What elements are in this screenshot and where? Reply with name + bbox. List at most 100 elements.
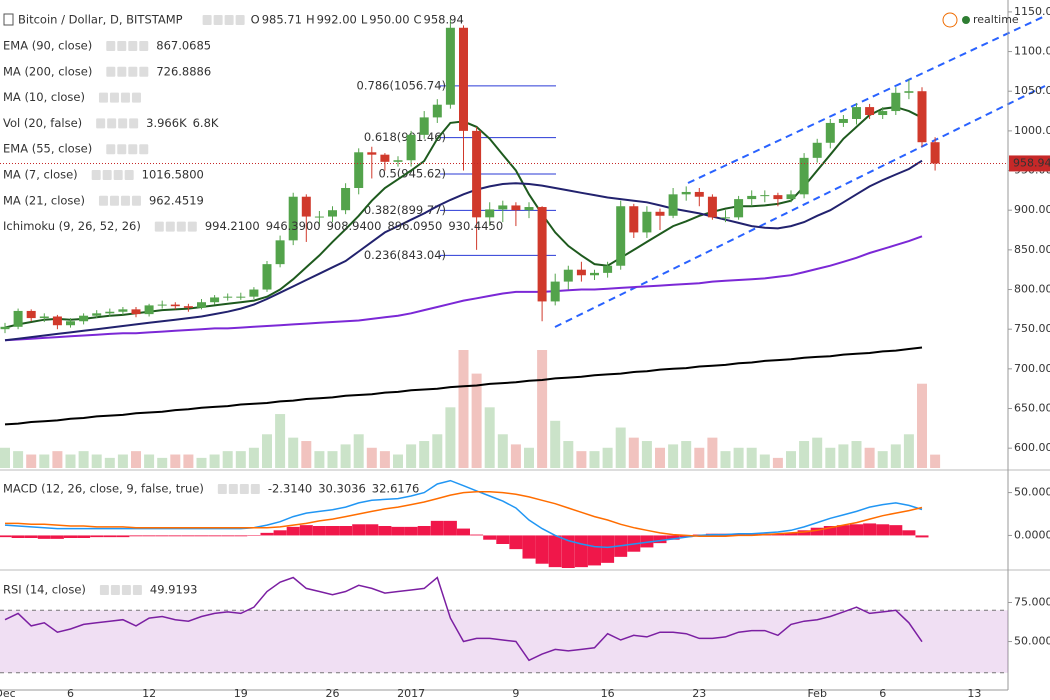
candle-body <box>537 207 547 302</box>
macd-histogram <box>0 535 12 538</box>
candle-body <box>524 207 534 211</box>
volume-bar <box>681 441 692 468</box>
volume-bar <box>628 437 639 468</box>
x-tick-label: 23 <box>692 687 706 700</box>
candle-body <box>760 195 770 197</box>
candle-body <box>144 305 154 315</box>
macd-histogram <box>155 535 169 537</box>
volume-bar <box>262 434 272 468</box>
trend-line <box>687 15 1046 184</box>
candle-body <box>707 196 717 218</box>
candle-body <box>563 269 573 282</box>
candle-body <box>249 289 259 297</box>
macd-histogram <box>195 535 208 537</box>
volume-bar <box>812 437 823 468</box>
indicator-name: MA (7, close) <box>3 168 78 182</box>
candle-body <box>170 304 180 307</box>
macd-line <box>4 479 923 549</box>
volume-bar <box>235 451 246 468</box>
legend-button <box>121 585 131 595</box>
fib-label: 0.236(843.04) <box>364 248 446 262</box>
candle-body <box>799 157 809 195</box>
candle-body <box>445 27 455 105</box>
macd-histogram <box>208 535 222 537</box>
x-tick-label: 2017 <box>397 687 425 700</box>
ohlc-key: O <box>251 13 260 27</box>
candle-body <box>747 195 757 200</box>
candle-body <box>223 296 233 298</box>
panel-title: RSI (14, close) <box>3 583 86 597</box>
legend-button <box>213 15 223 25</box>
volume-bar <box>248 447 259 468</box>
indicator-value: 962.4519 <box>149 193 204 207</box>
legend-button <box>124 170 134 180</box>
candle-body <box>655 211 665 216</box>
legend-button <box>117 41 127 51</box>
macd-histogram <box>286 526 300 536</box>
volume-bar <box>838 444 849 468</box>
y-tick-label: 750.00 <box>1014 322 1050 335</box>
candle-body <box>66 321 75 326</box>
volume-bar <box>340 444 351 468</box>
candle-body <box>852 107 861 119</box>
volume-bar <box>825 447 836 468</box>
x-tick-label: 26 <box>326 687 340 700</box>
legend-button <box>106 41 116 51</box>
candle-body <box>550 281 560 302</box>
legend-button <box>129 118 139 129</box>
legend-button <box>110 585 120 595</box>
candle-body <box>812 142 822 158</box>
macd-histogram <box>745 533 759 536</box>
fib-label: 0.5(945.62) <box>378 167 446 181</box>
candle-body <box>838 118 848 123</box>
drawings <box>554 15 1046 328</box>
macd-histogram <box>823 526 837 536</box>
volume-bar <box>471 373 482 468</box>
y-tick-label: 900.00 <box>1014 203 1050 216</box>
legend-button <box>99 585 109 595</box>
volume-bar <box>183 454 194 468</box>
legend-button <box>98 92 108 103</box>
indicator-value: 867.0685 <box>156 39 211 53</box>
indicator-name: EMA (55, close) <box>3 142 92 156</box>
volume-bar <box>930 454 941 468</box>
panel-title: MACD (12, 26, close, 9, false, true) <box>3 482 204 496</box>
legend-button <box>250 484 260 494</box>
macd-histogram <box>483 535 497 540</box>
legend-button <box>154 221 164 232</box>
volume-bar <box>104 457 115 468</box>
volume-bar <box>655 447 665 468</box>
macd-histogram <box>443 520 457 536</box>
indicator-value: 930.4450 <box>448 219 503 233</box>
indicator-line <box>4 235 923 342</box>
realtime-dot <box>962 16 970 24</box>
candle-body <box>786 194 796 200</box>
volume-bar <box>65 454 76 468</box>
candle-body <box>354 152 364 188</box>
candle-body <box>262 264 272 290</box>
legend-button <box>117 66 127 77</box>
y-tick-label: 1000.00 <box>1014 124 1050 137</box>
indicator-name: Ichimoku (9, 26, 52, 26) <box>3 219 141 233</box>
volume-bar <box>615 427 626 468</box>
indicator-name: EMA (90, close) <box>3 39 92 53</box>
legend-button <box>187 221 197 232</box>
candle-body <box>459 27 468 131</box>
macd-histogram <box>391 526 405 536</box>
legend-button <box>96 118 106 129</box>
volume-bar <box>733 447 744 468</box>
macd-histogram <box>601 535 615 563</box>
volume-bar <box>26 454 37 468</box>
legend-button <box>109 195 119 206</box>
volume-bar <box>91 454 102 468</box>
legend-button <box>120 195 130 206</box>
macd-histogram <box>496 535 510 544</box>
volume-bar <box>890 444 901 468</box>
macd-histogram <box>915 535 929 538</box>
y-tick-label: 50.0000 <box>1014 486 1050 499</box>
last-price-label: 958.94 <box>1013 156 1050 169</box>
legend-button <box>217 484 227 494</box>
candle-body <box>0 326 10 330</box>
volume-bar <box>406 444 417 468</box>
